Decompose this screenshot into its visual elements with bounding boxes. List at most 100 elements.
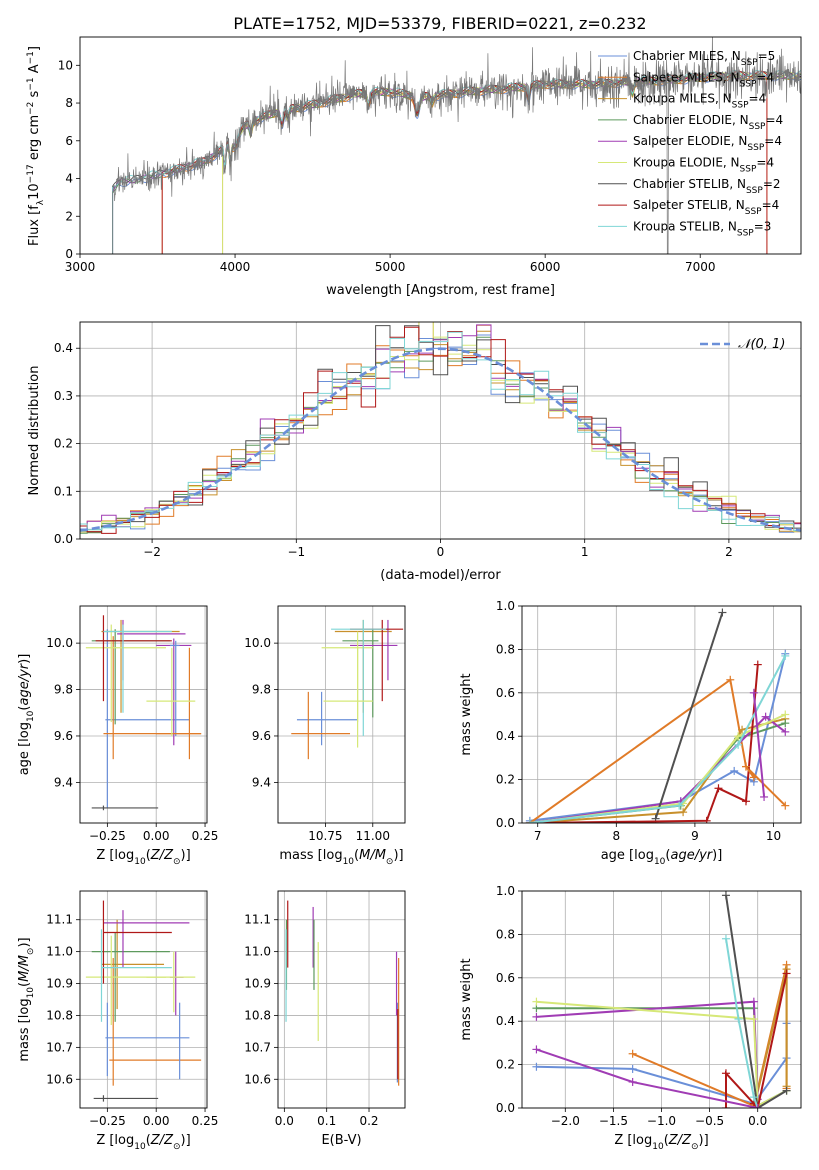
- y-tick-label: 9.8: [54, 683, 73, 697]
- y-tick-label: 0.6: [496, 686, 515, 700]
- histogram-step: [80, 331, 801, 531]
- mass-vs-metallicity-panel: −0.25 0.00 0.25 10.6 10.7 10.8 10.9 11.0 11.1 Z […: [17, 890, 219, 1152]
- x-axis-label: (data-model)/error: [380, 568, 501, 583]
- x-tick-label: 0.25: [192, 829, 219, 843]
- legend-label: Kroupa MILES, NSSP=4: [633, 92, 766, 111]
- x-axis-label: mass [log10(M/M⊙)]: [279, 848, 403, 867]
- axes-frame: [277, 605, 406, 824]
- legend-label: Salpeter MILES, NSSP=4: [633, 70, 774, 89]
- x-tick-label: −2: [143, 545, 161, 559]
- axes-frame: [277, 890, 406, 1109]
- y-tick-label: 10.8: [46, 1008, 73, 1022]
- y-tick-label: 8: [65, 96, 73, 110]
- y-tick-label: 0.4: [496, 1014, 515, 1028]
- y-tick-label: 9.4: [54, 775, 73, 789]
- y-tick-label: 0.8: [496, 642, 515, 656]
- y-tick-label: 11.0: [46, 945, 73, 959]
- y-tick-label: 9.4: [252, 775, 271, 789]
- x-axis-label: E(B-V): [321, 1133, 361, 1148]
- figure-title: PLATE=1752, MJD=53379, FIBERID=0221, z=0…: [233, 14, 646, 33]
- y-tick-label: 10.6: [244, 1072, 271, 1086]
- y-tick-label: 0.1: [54, 484, 73, 498]
- x-axis-label: Z [log10(Z/Z⊙)]: [614, 1133, 708, 1152]
- y-tick-label: 10.0: [46, 636, 73, 650]
- y-tick-label: 1.0: [496, 599, 515, 613]
- y-tick-label: 0.2: [496, 1058, 515, 1072]
- y-tick-label: 0.8: [496, 927, 515, 941]
- y-tick-label: 0.6: [496, 971, 515, 985]
- axes-frame: [79, 890, 208, 1109]
- plot-area: [80, 322, 801, 534]
- y-tick-label: 9.6: [252, 729, 271, 743]
- plot-area: [285, 900, 400, 1086]
- y-tick-label: 10.6: [46, 1072, 73, 1086]
- x-tick-label: −0.25: [89, 829, 126, 843]
- plot-area: [525, 608, 790, 823]
- y-tick-label: 10.7: [46, 1040, 73, 1054]
- x-tick-label: 3000: [65, 260, 96, 274]
- x-tick-label: 0.1: [317, 1114, 336, 1128]
- x-tick-label: 0.25: [192, 1114, 219, 1128]
- y-tick-label: 0.2: [54, 437, 73, 451]
- x-tick-label: 0.00: [143, 829, 170, 843]
- axes-frame: [521, 890, 802, 1109]
- axes-frame: [79, 321, 802, 540]
- x-tick-label: 0.2: [359, 1114, 378, 1128]
- x-tick-label: −0.25: [89, 1114, 126, 1128]
- y-tick-label: 6: [65, 134, 73, 148]
- spectrum-panel: 3000 4000 5000 6000 7000 0 2 4 6 8 10 wavelength [A…: [26, 36, 802, 298]
- y-tick-label: 10.9: [46, 977, 73, 991]
- plot-area: [532, 891, 791, 1108]
- x-tick-label: −1: [287, 545, 305, 559]
- y-axis-label: Normed distribution: [27, 366, 42, 496]
- y-tick-label: 10: [58, 58, 73, 72]
- histogram-step: [80, 326, 801, 534]
- x-tick-label: 8: [612, 829, 620, 843]
- x-tick-label: 11.00: [356, 829, 390, 843]
- mass-vs-extinction-panel: 0.0 0.1 0.2 10.6 10.7 10.8 10.9 11.0 11.1 E(B-V): [244, 890, 406, 1148]
- x-tick-label: 10: [766, 829, 781, 843]
- legend-label: Kroupa STELIB, NSSP=3: [633, 219, 771, 238]
- x-tick-label: 0.0: [275, 1114, 294, 1128]
- y-tick-label: 9.8: [252, 683, 271, 697]
- y-tick-label: 4: [65, 172, 73, 186]
- y-tick-label: 2: [65, 209, 73, 223]
- y-axis-label: mass [log10(M/M⊙)]: [17, 937, 36, 1061]
- mass-weight-vs-metallicity-panel: −2.0 −1.5 −1.0 −0.5 0.0 0.0 0.2 0.4 0.6 0.8 1.0 Z […: [459, 884, 802, 1152]
- y-tick-label: 11.1: [46, 913, 73, 927]
- y-tick-label: 0.4: [54, 341, 73, 355]
- y-tick-label: 1.0: [496, 884, 515, 898]
- y-tick-label: 0.0: [496, 1101, 515, 1115]
- x-tick-label: 9: [691, 829, 699, 843]
- observed-spectrum-line: [112, 37, 801, 254]
- y-tick-label: 0.2: [496, 773, 515, 787]
- x-tick-label: −2.0: [551, 1114, 580, 1128]
- legend-label: Salpeter ELODIE, NSSP=4: [633, 134, 782, 153]
- mass-weight-line: [529, 678, 787, 823]
- mass-weight-line: [725, 938, 759, 1108]
- y-axis-label: age [log10(age/yr)]: [17, 654, 36, 776]
- x-axis-label: Z [log10(Z/Z⊙)]: [96, 1133, 190, 1152]
- residual-histogram-panel: −2 −1 0 1 2 0.0 0.1 0.2 0.3 0.4 𝒩(0, 1) (data-model…: [27, 321, 802, 583]
- x-tick-label: 7: [534, 829, 542, 843]
- legend-label: Chabrier MILES, NSSP=5: [633, 49, 775, 68]
- axes-frame: [79, 605, 208, 824]
- plot-area: [85, 900, 202, 1102]
- axes-frame: [79, 36, 802, 255]
- y-tick-label: 11.0: [244, 945, 271, 959]
- x-tick-label: 2: [725, 545, 733, 559]
- x-axis-label: wavelength [Angstrom, rest frame]: [326, 283, 555, 298]
- mass-weight-vs-age-panel: 7 8 9 10 0.0 0.2 0.4 0.6 0.8 1.0 age [log10(age/yr…: [459, 599, 802, 867]
- histogram-step: [80, 325, 801, 533]
- mass-weight-line: [654, 612, 724, 820]
- x-tick-label: 5000: [375, 260, 406, 274]
- y-tick-label: 0.0: [496, 816, 515, 830]
- x-tick-label: 0: [437, 545, 445, 559]
- y-tick-label: 0.4: [496, 729, 515, 743]
- x-tick-label: 0.00: [143, 1114, 170, 1128]
- x-tick-label: −0.5: [695, 1114, 724, 1128]
- x-tick-label: 1: [581, 545, 589, 559]
- age-vs-mass-panel: 10.75 11.00 9.4 9.6 9.8 10.0 mass [log10(M/M⊙)…: [244, 605, 406, 867]
